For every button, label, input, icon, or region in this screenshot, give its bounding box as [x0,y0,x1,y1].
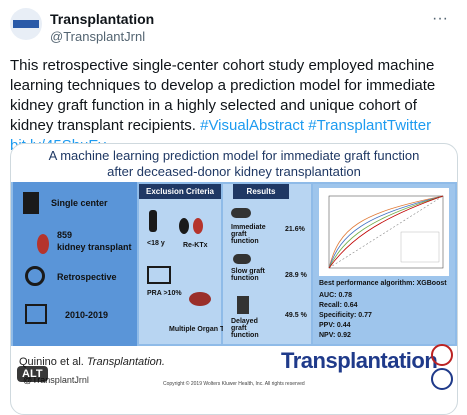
clock-icon [25,266,45,286]
study-count-label: kidney transplant [57,242,132,252]
result-label: Slow graft function [231,268,265,282]
roc-curve [328,195,444,269]
roc-curve [328,195,444,269]
page: Transplantation @TransplantJrnl ··· This… [10,8,462,415]
exclusion-header: Exclusion Criteria [139,184,221,199]
roc-curve [328,195,444,269]
metric: Specificity: 0.77 [319,312,372,319]
study-count: 859 [57,230,73,240]
results-header: Results [233,184,289,199]
turtle-icon [233,254,251,264]
visual-abstract[interactable]: A machine learning prediction model for … [10,143,458,415]
roc-plot [319,188,449,276]
copyright: Copyright © 2019 Wolters Kluwer Health, … [163,381,305,387]
citation-authors: Quinino et al. [19,356,84,368]
exclusion-item: Re-KTx [183,242,208,249]
exclusion-item: <18 y [147,240,165,247]
performance-panel: Best performance algorithm: XGBoost AUC:… [313,184,455,344]
study-type: Retrospective [57,272,117,282]
hashtag[interactable]: #TransplantTwitter [308,117,432,134]
liver-icon [189,292,211,306]
results-panel: Results Immediate graft function 21.6% S… [223,184,311,344]
journal-logo: Transplantation [281,348,438,373]
calendar-icon [25,304,47,324]
metric: AUC: 0.78 [319,292,353,299]
citation-journal: Transplantation. [86,356,165,368]
result-label: Delayed graft function [231,318,259,339]
plot-frame [328,195,444,269]
watermark: @TransplantJrnl [23,375,89,385]
metric: PPV: 0.44 [319,322,351,329]
kidney-icon [179,218,189,234]
tweet-text: This retrospective single-center cohort … [10,56,462,156]
study-design: Single center [51,198,108,208]
person-icon [149,210,157,232]
tweet-body: This retrospective single-center cohort … [10,57,436,134]
study-panel: Single center 859 kidney transplant Retr… [13,182,137,346]
author-handle[interactable]: @TransplantJrnl [50,29,146,44]
result-value: 49.5 % [285,312,307,319]
dialysis-icon [237,296,249,314]
diagonal [328,195,444,269]
kidney-icon [37,234,49,254]
more-button[interactable]: ··· [432,10,448,27]
plate-icon [147,266,171,284]
society-logo [431,368,453,390]
result-label: Immediate graft function [231,224,266,245]
result-value: 21.6% [285,226,305,233]
metric: Recall: 0.64 [319,302,358,309]
hashtag[interactable]: #VisualAbstract [200,117,305,134]
performance-heading: Best performance algorithm: XGBoost [319,280,447,287]
avatar[interactable] [10,8,42,40]
result-value: 28.9 % [285,272,307,279]
exclusion-item: PRA >10% [147,290,182,297]
alt-badge[interactable]: ALT [17,366,48,382]
citation: Quinino et al. Transplantation. [19,356,165,368]
exclusion-panel: Exclusion Criteria <18 y Re-KTx PRA >10%… [139,184,228,344]
plot-legend [400,231,440,263]
abstract-title: A machine learning prediction model for … [48,148,420,179]
society-logo [431,344,453,366]
building-icon [23,192,39,214]
bike-icon [231,208,251,218]
study-period: 2010-2019 [65,310,109,320]
kidney-icon [193,218,203,234]
metric: NPV: 0.92 [319,332,351,339]
roc-curve [328,195,444,269]
exclusion-item: Multiple Organ Tx [169,326,229,333]
author-name[interactable]: Transplantation [50,11,155,27]
